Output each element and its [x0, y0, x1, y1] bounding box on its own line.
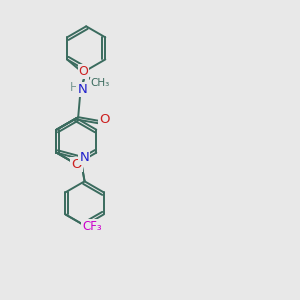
Text: O: O	[99, 113, 110, 126]
Text: N: N	[77, 83, 87, 96]
Text: H: H	[70, 81, 78, 94]
Text: CH₃: CH₃	[91, 78, 110, 88]
Text: O: O	[71, 158, 82, 171]
Text: O: O	[79, 65, 88, 78]
Text: CF₃: CF₃	[82, 220, 102, 233]
Text: N: N	[79, 151, 89, 164]
